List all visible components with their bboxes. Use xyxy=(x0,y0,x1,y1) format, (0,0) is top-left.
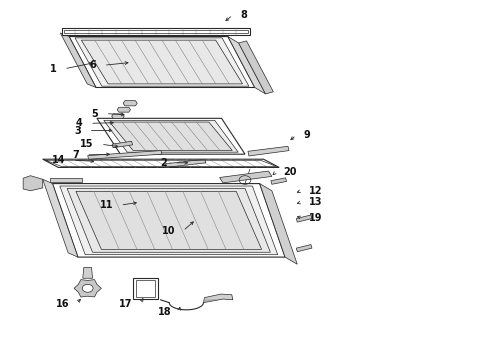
Text: 6: 6 xyxy=(90,60,97,70)
Text: 20: 20 xyxy=(283,167,296,177)
Text: 2: 2 xyxy=(160,158,167,168)
Polygon shape xyxy=(74,280,101,297)
Polygon shape xyxy=(248,146,289,156)
Polygon shape xyxy=(296,215,312,222)
Text: 17: 17 xyxy=(119,299,133,309)
Polygon shape xyxy=(203,294,233,303)
Polygon shape xyxy=(228,37,266,94)
Polygon shape xyxy=(23,176,43,191)
Polygon shape xyxy=(60,186,278,255)
Text: 14: 14 xyxy=(52,155,66,165)
Text: 10: 10 xyxy=(162,226,175,236)
Polygon shape xyxy=(62,28,250,35)
Circle shape xyxy=(82,284,93,292)
Polygon shape xyxy=(43,159,279,167)
Text: 16: 16 xyxy=(55,299,69,309)
Polygon shape xyxy=(81,40,243,84)
Text: 11: 11 xyxy=(99,200,113,210)
Polygon shape xyxy=(296,244,312,252)
Polygon shape xyxy=(43,179,78,257)
Polygon shape xyxy=(67,188,270,252)
Text: 1: 1 xyxy=(50,64,57,74)
Text: 7: 7 xyxy=(72,150,79,160)
Polygon shape xyxy=(271,178,287,184)
Polygon shape xyxy=(52,184,285,257)
Polygon shape xyxy=(75,38,249,86)
Polygon shape xyxy=(123,101,137,106)
Polygon shape xyxy=(97,118,245,154)
Polygon shape xyxy=(112,141,133,148)
Polygon shape xyxy=(76,191,262,249)
Text: 19: 19 xyxy=(309,213,322,222)
Polygon shape xyxy=(133,278,158,299)
Polygon shape xyxy=(104,120,238,152)
Polygon shape xyxy=(165,159,206,167)
Text: 3: 3 xyxy=(74,126,81,135)
Text: 5: 5 xyxy=(92,109,98,119)
Polygon shape xyxy=(88,150,162,159)
Text: 12: 12 xyxy=(309,186,322,196)
Polygon shape xyxy=(112,114,124,118)
Polygon shape xyxy=(239,41,273,94)
Text: 8: 8 xyxy=(240,10,247,20)
Text: 4: 4 xyxy=(76,118,83,128)
Polygon shape xyxy=(260,184,297,264)
Polygon shape xyxy=(117,107,130,112)
Polygon shape xyxy=(83,267,93,278)
Polygon shape xyxy=(220,171,272,183)
Text: 15: 15 xyxy=(80,139,94,149)
Text: 13: 13 xyxy=(309,197,322,207)
Polygon shape xyxy=(50,178,82,182)
Polygon shape xyxy=(60,33,96,87)
Polygon shape xyxy=(110,122,232,150)
Polygon shape xyxy=(69,37,255,87)
Text: 18: 18 xyxy=(158,307,172,316)
Text: 9: 9 xyxy=(304,130,310,140)
